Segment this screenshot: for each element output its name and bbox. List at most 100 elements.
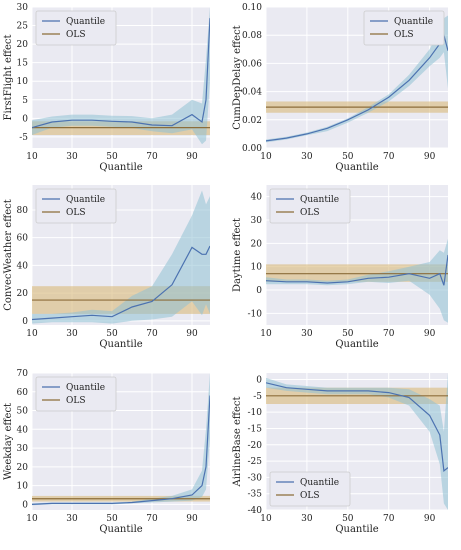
y-tick-label: 0 xyxy=(256,376,262,386)
legend-box xyxy=(35,188,117,224)
y-tick-label: 15 xyxy=(17,59,29,69)
x-tick-label: 50 xyxy=(342,514,354,524)
y-tick-label: -10 xyxy=(248,408,263,418)
y-tick-label: -30 xyxy=(248,473,263,483)
legend-box xyxy=(269,471,351,507)
y-tick-label: 0 xyxy=(256,286,262,296)
y-tick-label: 0.08 xyxy=(242,31,262,41)
y-tick-label: 0 xyxy=(22,114,28,124)
x-tick-label: 50 xyxy=(106,514,118,524)
x-axis-label: Quantile xyxy=(99,339,142,350)
quantile-confidence-band xyxy=(266,15,448,143)
x-tick-label: 10 xyxy=(26,514,38,524)
legend-label: Quantile xyxy=(66,195,105,205)
x-tick-label: 90 xyxy=(424,152,436,162)
y-tick-label: -25 xyxy=(248,457,263,467)
y-tick-label: 40 xyxy=(17,425,29,435)
legend-label: Quantile xyxy=(300,478,339,488)
y-axis-label: FirstFlight effect xyxy=(3,34,14,120)
plot-area xyxy=(32,373,210,506)
y-tick-label: 30 xyxy=(251,216,263,226)
x-tick-label: 90 xyxy=(186,514,198,524)
legend-label: Quantile xyxy=(66,383,105,393)
legend: Quantile OLS xyxy=(35,10,117,46)
legend: Quantile OLS xyxy=(269,471,351,507)
x-axis-label: Quantile xyxy=(335,524,378,535)
y-tick-label: -5 xyxy=(253,392,262,402)
y-tick-label: 0.06 xyxy=(242,59,262,69)
y-axis-label: CumDepDelay effect xyxy=(232,25,243,129)
legend-box xyxy=(35,10,117,46)
y-tick-label: 40 xyxy=(17,261,29,271)
quantile-line xyxy=(266,382,448,473)
x-tick-label: 70 xyxy=(383,329,395,339)
x-tick-label: 10 xyxy=(260,514,272,524)
y-tick-label: -10 xyxy=(248,309,263,319)
legend-label: OLS xyxy=(66,396,86,406)
y-axis-label: ConvecWeather effect xyxy=(3,199,14,311)
plot-area xyxy=(266,238,448,323)
legend-label: OLS xyxy=(300,491,320,501)
panel-1: 10 30 50 70 90 -5 0 5 10 15 20 25 30 Quantile FirstFli… xyxy=(3,3,210,173)
x-tick-label: 30 xyxy=(66,329,78,339)
y-tick-label: -5 xyxy=(19,133,28,143)
panel-2: 10 30 50 70 90 0.00 0.02 0.04 0.06 0.08 0.10 Quanti… xyxy=(232,3,448,173)
legend: Quantile OLS xyxy=(363,10,445,46)
x-tick-label: 90 xyxy=(424,329,436,339)
legend-label: OLS xyxy=(394,30,414,40)
y-tick-label: 30 xyxy=(17,3,29,13)
x-tick-label: 50 xyxy=(342,152,354,162)
x-axis-label: Quantile xyxy=(99,162,142,173)
panel-5: 10 30 50 70 90 0 10 20 30 40 50 60 70 Quantile Weekday… xyxy=(3,369,210,535)
y-tick-label: -15 xyxy=(248,424,263,434)
y-tick-label: 60 xyxy=(17,234,29,244)
x-tick-label: 90 xyxy=(424,514,436,524)
legend-box xyxy=(269,188,351,224)
x-tick-label: 70 xyxy=(383,152,395,162)
x-tick-label: 70 xyxy=(146,329,158,339)
quantile-line xyxy=(32,245,210,321)
x-tick-label: 70 xyxy=(146,514,158,524)
y-tick-label: 10 xyxy=(17,482,29,492)
y-tick-label: 10 xyxy=(17,77,29,87)
x-tick-label: 50 xyxy=(106,329,118,339)
x-tick-label: 10 xyxy=(260,152,272,162)
legend-label: OLS xyxy=(66,208,86,218)
y-tick-label: 0 xyxy=(22,500,28,510)
y-tick-label: 0.10 xyxy=(242,3,262,13)
plot-area xyxy=(32,190,210,324)
x-tick-label: 30 xyxy=(301,329,313,339)
y-tick-label: 40 xyxy=(251,193,263,203)
y-tick-label: -20 xyxy=(248,441,263,451)
legend-label: Quantile xyxy=(394,17,433,27)
y-tick-label: 20 xyxy=(17,463,29,473)
x-tick-label: 30 xyxy=(301,514,313,524)
x-tick-label: 50 xyxy=(106,152,118,162)
panel-4: 10 30 50 70 90 -10 0 10 20 30 40 Quantile Daytime ef… xyxy=(232,185,448,350)
panel-6: 10 30 50 70 90 -40 -35 -30 -25 -20 -15 -10 -5 0 Quanti… xyxy=(232,373,448,535)
y-tick-label: 0.02 xyxy=(242,116,262,126)
y-tick-label: 20 xyxy=(17,289,29,299)
legend-label: OLS xyxy=(300,208,320,218)
y-tick-label: 0.00 xyxy=(242,144,262,154)
y-tick-label: 20 xyxy=(251,239,263,249)
y-tick-label: 10 xyxy=(251,263,263,273)
x-tick-label: 30 xyxy=(301,152,313,162)
y-tick-label: -35 xyxy=(248,490,263,500)
y-axis-label: AirlineBase effect xyxy=(232,396,243,487)
y-tick-label: 25 xyxy=(17,22,29,32)
quantile-confidence-band xyxy=(32,7,210,145)
y-tick-label: -40 xyxy=(248,506,263,516)
quantile-line xyxy=(266,254,448,286)
y-axis-label: Daytime effect xyxy=(232,218,243,292)
legend: Quantile OLS xyxy=(269,188,351,224)
x-tick-label: 30 xyxy=(66,514,78,524)
plot-area xyxy=(266,373,448,510)
legend-label: Quantile xyxy=(300,195,339,205)
legend-box xyxy=(35,376,117,412)
y-tick-label: 0.04 xyxy=(242,88,262,98)
x-tick-label: 90 xyxy=(186,152,198,162)
quantile-confidence-band xyxy=(32,373,210,506)
x-tick-label: 10 xyxy=(260,329,272,339)
